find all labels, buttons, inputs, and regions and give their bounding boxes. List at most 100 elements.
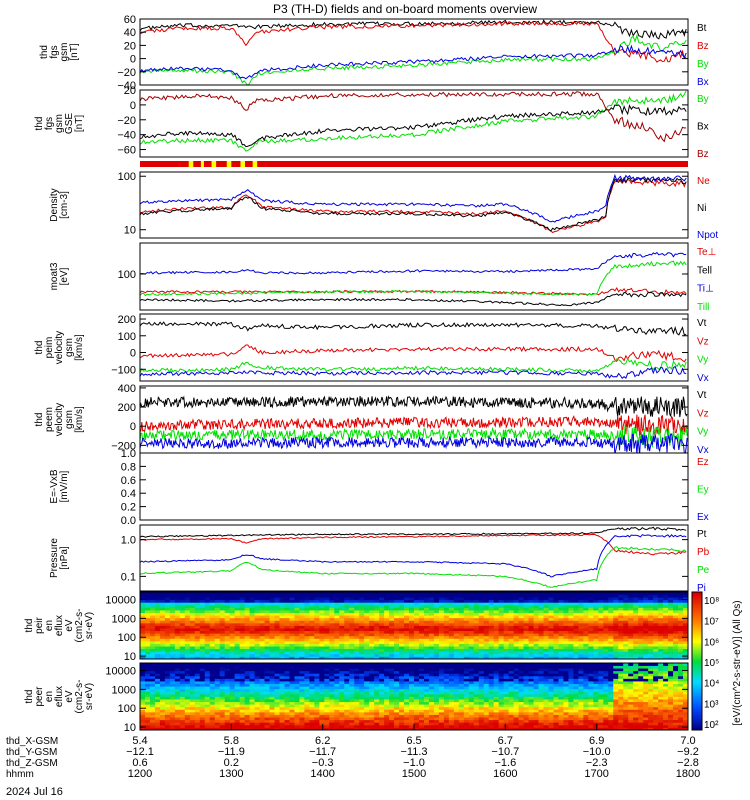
y-tick-label: 1000	[112, 684, 136, 696]
y-tick-label: 200	[118, 402, 136, 414]
series-line-Till	[140, 260, 687, 297]
y-axis-label: Pressure	[49, 538, 60, 578]
legend-peem-velocity-1: Vz	[697, 408, 709, 419]
colorbar-layer: 10⁸ 10⁷ 10⁶ 10⁵ 10⁴ 10³ 10² [eV/(cm^2-s-str-eV)…	[691, 591, 743, 731]
y-axis-e-field: 1.00.8 0.60.4 0.20.0 E=-VxB [mV/m]	[49, 448, 689, 527]
y-tick-label: 100	[118, 269, 136, 281]
series-line-Bt	[140, 19, 687, 40]
y-axis-label: thd	[24, 619, 35, 633]
series-line-Vy	[140, 424, 688, 448]
y-axis-label: [cm-3]	[59, 191, 70, 219]
y-axis-label: [nT]	[69, 43, 80, 60]
y-axis-label: thd	[34, 341, 45, 355]
legend-moments-temp-3: Till	[697, 302, 709, 313]
series-line-By	[140, 90, 687, 152]
series-line-Pb	[140, 533, 687, 556]
y-axis-label: Density	[49, 188, 60, 221]
y-tick-label: 0.2	[121, 502, 136, 514]
colorbar-tick: 10³	[704, 699, 719, 710]
x-axis-row-value: 6.7	[498, 735, 513, 747]
y-axis-label: eflux	[54, 686, 65, 707]
y-tick-label: 100	[118, 632, 136, 644]
legend-density-1: Ni	[697, 203, 706, 214]
y-tick-label: 0.0	[121, 515, 136, 527]
series-line-Bx	[140, 44, 687, 80]
y-axis-label: velocity	[54, 403, 65, 436]
y-axis-label: sr-eV)	[84, 612, 95, 639]
y-tick-label: 100	[118, 331, 136, 343]
y-tick-label: −200	[111, 440, 136, 452]
x-axis-row-value: −10.7	[491, 746, 519, 758]
y-axis-label: en	[44, 691, 55, 702]
y-axis-label: thd	[34, 117, 45, 131]
y-axis-label: eV	[64, 619, 75, 632]
x-axis-row-value: 6.9	[589, 735, 604, 747]
y-axis-label: thd	[24, 690, 35, 704]
y-tick-label: 1.0	[121, 448, 136, 460]
y-tick-label: 0.8	[121, 461, 136, 473]
legend-fgs-gsm-dsl-1: Bx	[697, 122, 709, 133]
colorbar-tick: 10²	[704, 720, 719, 731]
x-axis-row-value: −11.7	[309, 746, 336, 758]
y-axis-label: peim	[44, 337, 55, 359]
y-axis-label: peir	[34, 616, 45, 633]
x-axis-row-name: hhmm	[6, 769, 34, 780]
x-axis-row-value: 1700	[584, 768, 608, 780]
series-line-Vt	[140, 321, 687, 336]
legend-fgs-gsm-3: Bx	[697, 77, 709, 88]
y-tick-label: 0.6	[121, 475, 136, 487]
legend-moments-temp-2: Ti⊥	[697, 284, 714, 295]
y-tick-label: −20	[117, 115, 136, 127]
x-axis-row-value: −12.1	[126, 746, 154, 758]
x-axis-row-value: −0.3	[312, 757, 334, 769]
y-tick-label: 0	[130, 421, 136, 433]
series-line-Pe	[140, 546, 687, 588]
x-axis-row-value: 0.6	[132, 757, 147, 769]
x-axis-row-value: 7.0	[680, 735, 695, 747]
y-tick-label: 10000	[105, 666, 136, 678]
legend-layer: Bt Bz By Bx By Bx Bz Ne Ni Npot Te⊥ Tell Ti⊥ Till Vt Vz…	[697, 23, 718, 594]
y-axis-label: GSE	[64, 113, 75, 134]
series-line-Vx	[140, 365, 687, 380]
line-panels-layer	[140, 19, 688, 588]
y-tick-label: 0.4	[121, 488, 136, 500]
series-line-Vz	[140, 414, 688, 437]
series-line-Pi	[140, 534, 687, 578]
y-axis-label: gsm	[64, 338, 75, 357]
y-tick-label: 0.1	[121, 571, 136, 583]
flag-bar-segment-5	[252, 161, 258, 167]
colorbar-tick: 10⁴	[704, 679, 719, 690]
panel-peim-velocity	[140, 321, 687, 380]
series-line-Ti⊥	[140, 251, 687, 275]
x-axis-row-value: −11.9	[218, 746, 245, 758]
y-tick-label: 60	[124, 14, 136, 26]
y-tick-label: 0	[130, 100, 136, 112]
y-axis-label: [km/s]	[74, 334, 85, 361]
series-line-Vz	[140, 344, 687, 363]
y-axis-label: gsm	[54, 114, 65, 133]
y-axis-label: moat3	[49, 262, 60, 290]
x-axis-row-value: 1400	[310, 768, 334, 780]
series-line-Vt	[140, 395, 688, 418]
y-axis-label: fgs	[44, 117, 55, 130]
y-tick-label: 10	[124, 225, 136, 237]
y-tick-label: 10000	[105, 595, 136, 607]
y-tick-label: 0	[130, 348, 136, 360]
y-tick-label: 100	[118, 703, 136, 715]
x-axis-row-value: 5.8	[224, 735, 239, 747]
y-axis-label: gsm	[59, 43, 70, 62]
date-label: 2024 Jul 16	[6, 786, 63, 798]
x-axis-row-name: thd_Z-GSM	[6, 758, 58, 769]
series-line-Bz	[140, 21, 687, 63]
y-tick-label: 0	[130, 54, 136, 66]
y-axis-label: en	[44, 620, 55, 631]
flag-bar-segment-4	[240, 161, 246, 167]
flag-bar-segment-0	[188, 161, 194, 167]
x-axis-row-value: 5.4	[132, 735, 147, 747]
series-line-Vx	[140, 433, 688, 453]
colorbar-tick: 10⁷	[704, 617, 719, 628]
y-axis-label: thd	[34, 413, 45, 427]
legend-e-field-1: Ey	[697, 485, 709, 496]
x-axis-row-value: −2.8	[677, 757, 699, 769]
